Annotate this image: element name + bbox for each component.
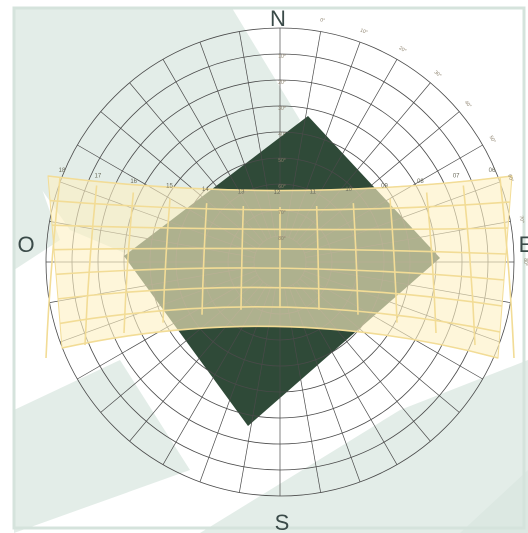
elevation-label: 70° <box>278 210 286 216</box>
elevation-label: 30° <box>278 106 286 112</box>
hour-label: 18 <box>59 168 66 174</box>
shading-strip-lower-right <box>200 360 528 533</box>
hour-line <box>201 203 208 315</box>
chart-labels: N S O E 18 17 16 15 14 13 12 11 10 09 08 07 06 10° 20°… <box>17 6 528 533</box>
azimuth-label: 40° <box>463 100 472 110</box>
hour-label: 16 <box>130 179 137 185</box>
hour-label: 09 <box>381 184 388 190</box>
azimuth-label: 20° <box>398 45 408 54</box>
hour-line <box>123 192 135 334</box>
hour-label: 17 <box>94 174 101 180</box>
hour-label: 10 <box>345 187 352 193</box>
hour-line <box>499 177 515 359</box>
elevation-label: 40° <box>278 132 286 138</box>
hour-label: 12 <box>274 190 281 196</box>
hour-label: 06 <box>489 168 496 174</box>
hour-line <box>84 185 98 346</box>
chart-frame <box>12 6 526 530</box>
hour-label: 07 <box>453 174 460 180</box>
hour-label: 11 <box>310 189 317 195</box>
elevation-label: 80° <box>278 236 286 242</box>
azimuth-label: 70° <box>518 215 525 223</box>
hour-label: 08 <box>417 179 424 185</box>
hour-label: 13 <box>238 189 245 195</box>
hour-line <box>462 185 476 346</box>
cardinal-north: N <box>270 6 286 31</box>
shading-strip-corner <box>460 470 528 533</box>
elevation-label: 20° <box>278 80 286 86</box>
elevation-label: 60° <box>278 184 286 190</box>
elevation-label: 10° <box>278 54 286 60</box>
azimuth-label: 0° <box>320 17 326 24</box>
date-curve <box>47 175 513 192</box>
hour-line <box>425 192 437 334</box>
hour-line <box>45 177 61 359</box>
azimuth-label: 50° <box>488 135 497 145</box>
shading-strip-lower-left <box>14 360 190 533</box>
sun-path-band <box>45 175 515 359</box>
hour-line <box>240 205 245 310</box>
hour-line <box>162 198 171 323</box>
hour-label: 15 <box>166 184 173 190</box>
cardinal-west: O <box>17 232 34 257</box>
cardinal-east: E <box>519 232 528 257</box>
azimuth-label: 10° <box>359 28 368 36</box>
azimuth-label: 80° <box>522 258 528 266</box>
azimuth-label: 30° <box>433 70 443 79</box>
cardinal-south: S <box>275 510 290 533</box>
date-curve <box>61 325 499 359</box>
hour-line <box>352 203 359 315</box>
hour-line <box>315 205 320 310</box>
elevation-label: 50° <box>278 158 286 164</box>
hour-line <box>389 198 398 323</box>
azimuth-label: 60° <box>506 174 514 183</box>
hour-label: 14 <box>202 187 209 193</box>
